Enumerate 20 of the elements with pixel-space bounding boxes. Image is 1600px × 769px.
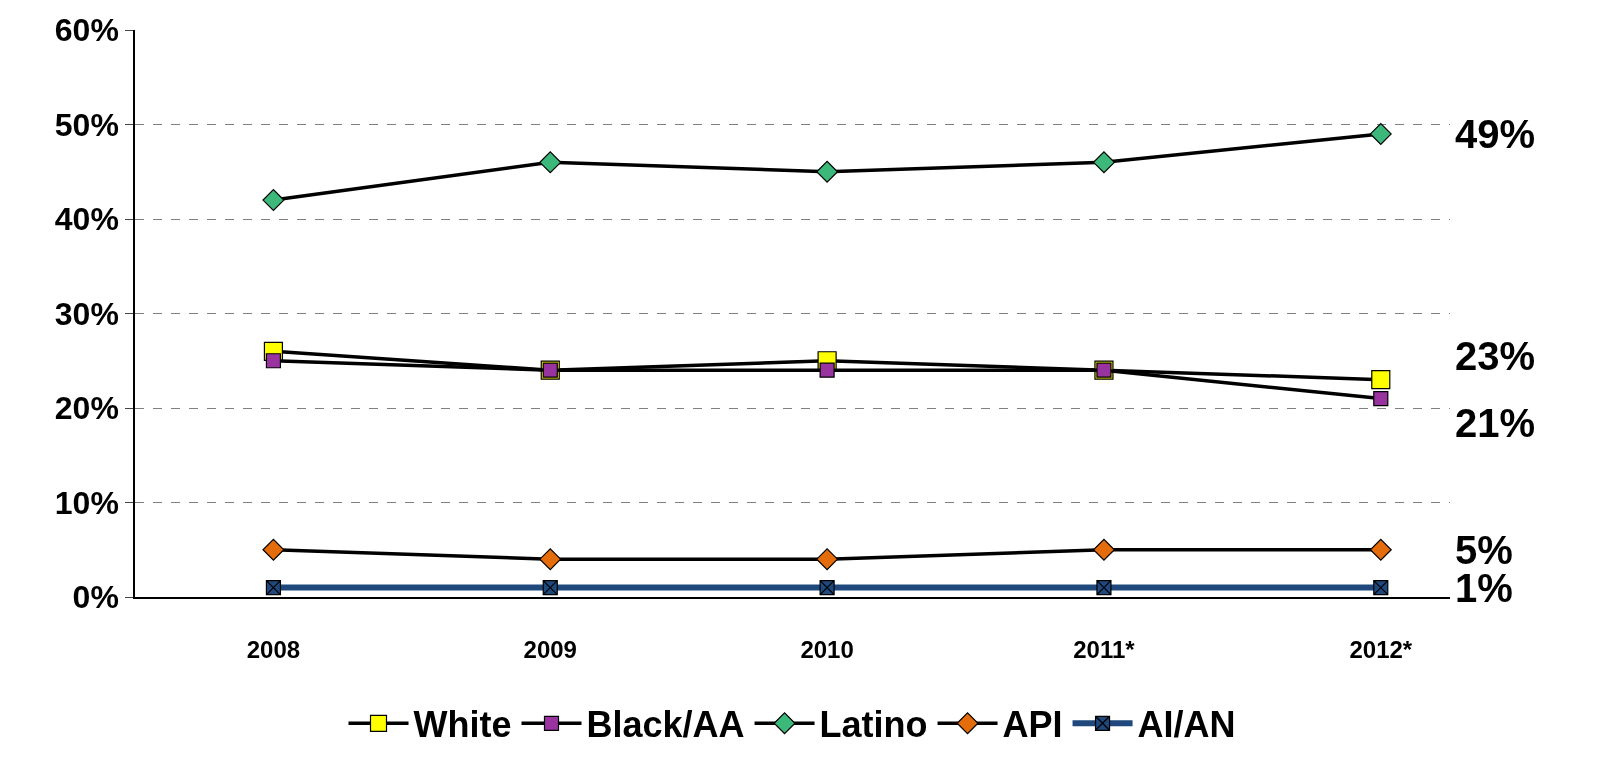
legend-label: Black/AA (586, 704, 745, 746)
y-tick-label: 60% (54, 12, 119, 49)
y-tick-label: 40% (54, 201, 119, 238)
annotation: 21% (1455, 401, 1536, 445)
x-tick-label: 2011* (1073, 635, 1136, 663)
y-tick-label: 10% (54, 484, 119, 521)
x-tick-label: 2008 (246, 635, 301, 663)
legend-label: AI/AN (1137, 704, 1236, 746)
y-tick-label: 0% (72, 579, 119, 616)
y-tick-label: 20% (54, 390, 119, 427)
legend-label: White (413, 704, 512, 746)
legend-label: API (1002, 704, 1063, 746)
y-tick-label: 30% (54, 295, 119, 332)
annotation: 49% (1455, 112, 1536, 156)
x-tick-label: 2009 (523, 635, 577, 663)
y-tick-label: 50% (54, 106, 119, 143)
x-tick-label: 2010 (800, 635, 854, 663)
x-tick-label: 2012* (1349, 635, 1413, 663)
annotation: 23% (1455, 334, 1536, 378)
legend-label: Latino (819, 704, 928, 746)
